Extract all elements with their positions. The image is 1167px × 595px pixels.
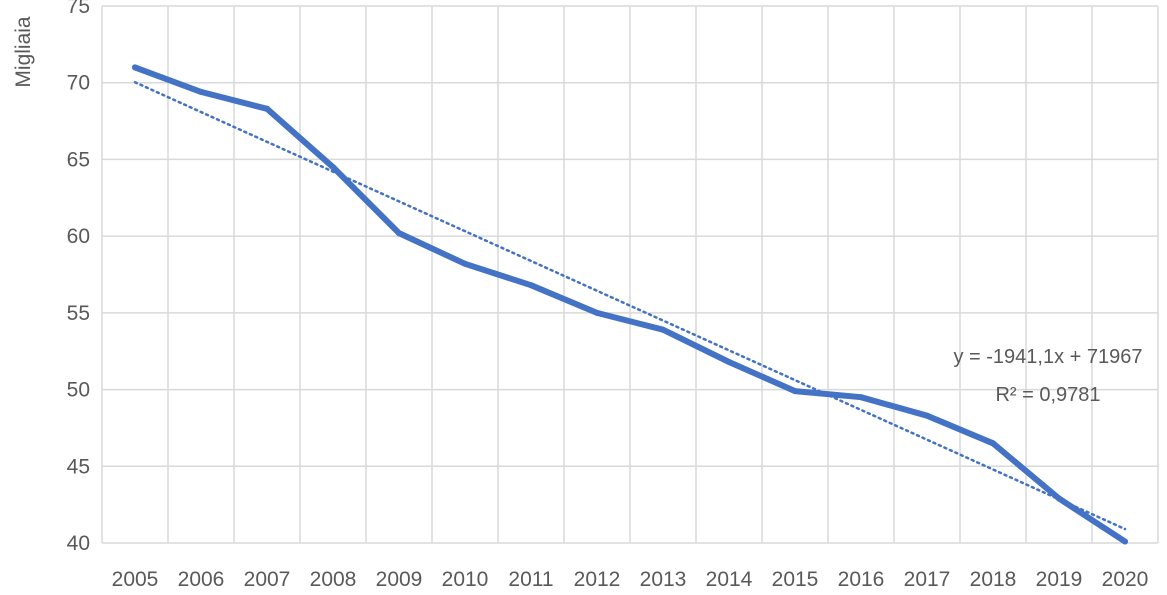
linear-trendline: [133, 81, 1127, 531]
x-tick-label: 2016: [838, 568, 885, 591]
data-point: [528, 282, 534, 289]
y-axis-tick-labels: 40 45 50 55 60 65 70 75: [67, 0, 90, 555]
data-point: [264, 105, 270, 112]
data-point: [1056, 495, 1062, 502]
data-point: [924, 412, 930, 419]
series-group: [132, 64, 1128, 545]
x-tick-label: 2009: [376, 568, 423, 591]
x-tick-label: 2005: [112, 568, 159, 591]
series-line: [132, 64, 1128, 545]
x-tick-label: 2010: [442, 568, 489, 591]
x-tick-label: 2017: [904, 568, 951, 591]
data-point: [198, 88, 204, 95]
y-tick-label: 45: [67, 455, 90, 478]
x-tick-label: 2020: [1102, 568, 1149, 591]
y-tick-label: 50: [67, 379, 90, 402]
x-tick-label: 2014: [706, 568, 753, 591]
data-point: [132, 64, 138, 71]
data-point: [858, 394, 864, 401]
x-axis-tick-labels: 2005 2006 2007 2008 2009 2010 2011 2012 2013 2014…: [112, 568, 1149, 591]
trendline-equation: y = -1941,1x + 71967: [953, 346, 1142, 368]
y-tick-label: 40: [67, 532, 90, 555]
x-tick-label: 2015: [772, 568, 819, 591]
data-point: [660, 326, 666, 333]
x-tick-label: 2013: [640, 568, 687, 591]
x-tick-label: 2011: [508, 568, 553, 591]
data-point: [792, 388, 798, 395]
data-point: [330, 164, 336, 171]
y-tick-label: 60: [67, 225, 90, 248]
x-tick-label: 2008: [310, 568, 357, 591]
y-tick-label: 65: [67, 148, 90, 171]
data-point: [990, 440, 996, 447]
data-point: [594, 309, 600, 316]
x-tick-label: 2018: [970, 568, 1017, 591]
x-tick-label: 2012: [574, 568, 621, 591]
y-tick-label: 55: [67, 302, 90, 325]
y-tick-label: 75: [67, 0, 90, 18]
x-tick-label: 2007: [244, 568, 291, 591]
data-point: [396, 230, 402, 237]
data-point: [1122, 538, 1128, 545]
y-tick-label: 70: [67, 72, 90, 95]
x-tick-label: 2019: [1036, 568, 1083, 591]
y-axis-title: Migliaia: [12, 16, 35, 88]
data-point: [726, 358, 732, 365]
trendline-r-squared: R² = 0,9781: [995, 384, 1100, 406]
grid: [101, 5, 1159, 544]
data-point: [462, 260, 468, 267]
trendline-group: [133, 81, 1127, 531]
x-tick-label: 2006: [178, 568, 225, 591]
